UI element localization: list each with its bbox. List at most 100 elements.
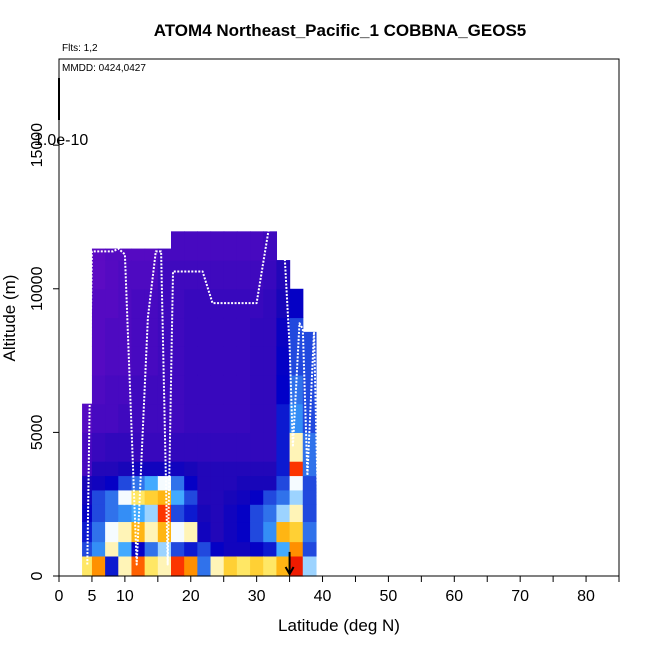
curtain-cell	[223, 521, 238, 543]
curtain-cell	[131, 374, 146, 405]
curtain-cell	[171, 521, 185, 543]
curtain-cell	[223, 231, 238, 261]
curtain-cell	[105, 248, 119, 261]
curtain-cell	[91, 248, 106, 261]
curtain-cell	[144, 374, 159, 405]
curtain-cell	[144, 461, 159, 477]
curtain-cell	[157, 521, 172, 543]
curtain-cell	[91, 555, 106, 577]
curtain-cell	[91, 374, 106, 405]
curtain-cell	[250, 521, 264, 543]
curtain-cell	[118, 432, 133, 462]
curtain-cell	[197, 403, 212, 433]
curtain-cell	[131, 521, 146, 543]
curtain-cell	[223, 260, 238, 290]
curtain-cell	[236, 374, 251, 405]
curtain-cell	[131, 317, 146, 347]
curtain-cell	[236, 521, 251, 543]
curtain-cell	[276, 541, 291, 557]
curtain-cell	[171, 374, 185, 405]
curtain-cell	[263, 317, 278, 347]
curtain-cell	[118, 555, 133, 577]
curtain-cell	[302, 555, 317, 577]
curtain-cell	[118, 475, 133, 491]
curtain-cell	[118, 504, 133, 523]
curtain-cell	[144, 346, 159, 376]
curtain-cell	[118, 288, 133, 319]
curtain-cell	[184, 317, 198, 347]
curtain-cell	[105, 475, 119, 491]
curtain-cell	[263, 374, 278, 405]
x-tick-label: 10	[116, 588, 134, 605]
curtain-cell	[105, 260, 119, 290]
curtain-cell	[210, 504, 225, 523]
curtain-cell	[289, 489, 304, 505]
x-tick-label: 30	[248, 588, 266, 605]
curtain-cell	[236, 541, 251, 557]
curtain-cell	[91, 475, 106, 491]
curtain-cell	[82, 432, 93, 462]
curtain-cell	[263, 521, 278, 543]
x-tick-label: 70	[511, 588, 529, 605]
curtain-cell	[105, 403, 119, 433]
curtain-cell	[105, 346, 119, 376]
flight-track	[86, 221, 319, 566]
x-tick-label: 80	[577, 588, 595, 605]
curtain-cell	[276, 403, 291, 433]
curtain-cell	[210, 541, 225, 557]
curtain-cell	[302, 521, 317, 543]
curtain-cell	[289, 317, 304, 347]
curtain-cell	[91, 432, 106, 462]
curtain-cell	[184, 374, 198, 405]
curtain-cell	[91, 504, 106, 523]
curtain-cell	[302, 489, 317, 505]
curtain-cell	[105, 521, 119, 543]
curtain-cell	[197, 231, 212, 261]
curtain-cell	[118, 248, 133, 261]
curtain-cell	[171, 403, 185, 433]
curtain-cell	[171, 555, 185, 577]
curtain-cell	[197, 489, 212, 505]
curtain-cell	[250, 403, 264, 433]
curtain-cell	[263, 541, 278, 557]
curtain-cell	[197, 475, 212, 491]
curtain-cell	[250, 231, 264, 261]
curtain-cell	[210, 403, 225, 433]
curtain-cell	[144, 504, 159, 523]
curtain-cell	[184, 555, 198, 577]
curtain-cell	[144, 555, 159, 577]
curtain-cell	[250, 555, 264, 577]
curtain-cell	[236, 475, 251, 491]
curtain-cell	[289, 461, 304, 477]
curtain-cell	[223, 475, 238, 491]
curtain-cell	[289, 288, 304, 319]
curtain-cell	[184, 489, 198, 505]
curtain-cell	[197, 521, 212, 543]
curtain-cell	[236, 231, 251, 261]
curtain-cell	[276, 288, 291, 319]
x-tick-label: 20	[182, 588, 200, 605]
curtain-cell	[289, 555, 304, 577]
curtain-cell	[171, 504, 185, 523]
curtain-cell	[263, 346, 278, 376]
curtain-cell	[276, 317, 291, 347]
curtain-cell	[144, 288, 159, 319]
curtain-cell	[171, 231, 185, 261]
curtain-cell	[210, 521, 225, 543]
curtain-cell	[171, 317, 185, 347]
curtain-cell	[157, 288, 172, 319]
curtain-cell	[289, 346, 304, 376]
curtain-cell	[131, 461, 146, 477]
curtain-cell	[250, 504, 264, 523]
curtain-cell	[131, 555, 146, 577]
curtain-cell	[276, 504, 291, 523]
curtain-cell	[105, 461, 119, 477]
curtain-cell	[223, 374, 238, 405]
curtain-cell	[118, 489, 133, 505]
curtain-cell	[223, 504, 238, 523]
curtain-cell	[131, 475, 146, 491]
curtain-cell	[118, 317, 133, 347]
curtain-cell	[302, 461, 317, 477]
curtain-cell	[302, 331, 317, 347]
